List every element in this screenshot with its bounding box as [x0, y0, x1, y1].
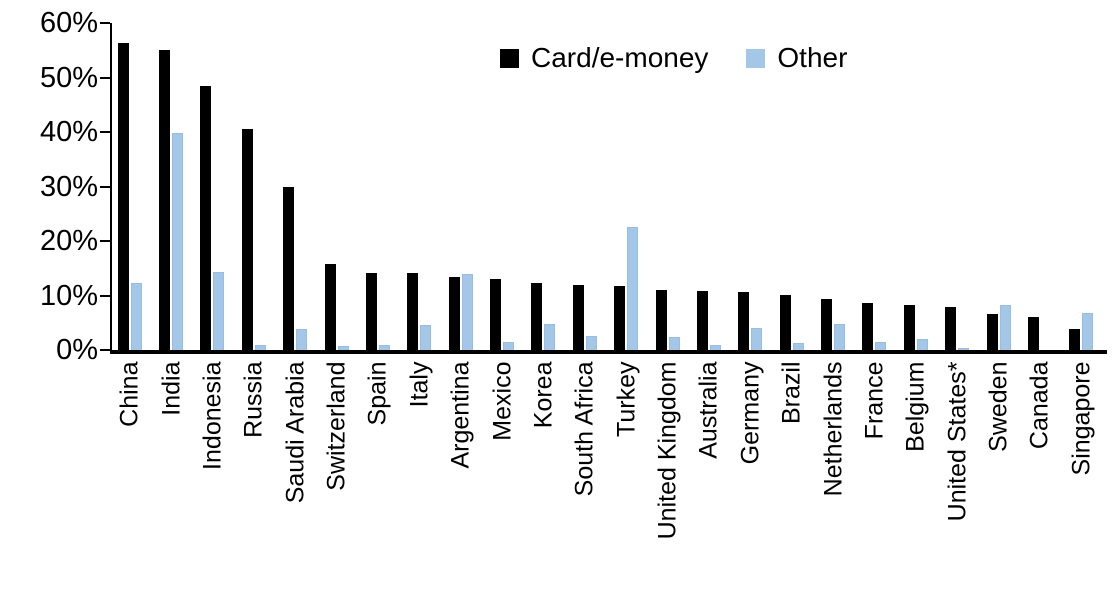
card-bar	[407, 273, 419, 350]
legend-item-card-e-money: Card/e-money	[500, 44, 708, 72]
card-bar	[696, 290, 708, 350]
x-axis-label: Turkey	[612, 361, 641, 437]
y-axis-label: 40%	[39, 116, 98, 148]
other-bar	[999, 305, 1011, 350]
card-bar	[945, 306, 957, 350]
other-bar	[834, 323, 846, 350]
y-axis-label: 30%	[39, 170, 98, 203]
other-bar	[958, 347, 970, 350]
x-axis-label: Belgium	[901, 361, 930, 452]
x-axis-label: Mexico	[488, 361, 517, 441]
x-axis-label: Korea	[529, 361, 558, 429]
other-bar	[503, 342, 515, 350]
card-bar	[531, 282, 543, 350]
other-bar	[378, 344, 390, 350]
card-bar	[241, 128, 253, 350]
card-bar	[490, 279, 502, 350]
card-bar	[365, 272, 377, 350]
x-axis-label: China	[115, 361, 144, 427]
y-axis-label: 20%	[39, 225, 98, 257]
legend-item-other: Other	[746, 44, 847, 72]
y-axis-label: 0%	[56, 334, 98, 366]
other-bar	[544, 323, 556, 350]
card-bar	[1069, 328, 1081, 350]
card-bar	[779, 294, 791, 350]
legend-label-other: Other	[777, 42, 848, 73]
legend: Card/e-money Other	[500, 44, 847, 72]
y-axis-tick	[100, 240, 110, 242]
other-bar	[709, 344, 721, 350]
y-axis-tick	[100, 76, 110, 79]
other-bar	[792, 343, 804, 350]
y-axis-tick	[100, 131, 110, 133]
card-bar	[448, 276, 460, 350]
x-axis-label: Singapore	[1067, 361, 1096, 476]
x-axis-label: Italy	[405, 361, 434, 408]
other-bar	[585, 336, 597, 350]
x-axis-line	[110, 350, 1107, 354]
other-bar	[916, 338, 928, 350]
x-axis-label: Sweden	[984, 361, 1013, 452]
other-bar	[461, 274, 473, 350]
other-bar	[751, 328, 763, 350]
legend-label-card-e-money: Card/e-money	[531, 42, 709, 73]
card-bar	[324, 264, 336, 350]
x-axis-label: Indonesia	[198, 361, 227, 470]
other-bar	[213, 271, 225, 350]
y-axis-tick	[100, 294, 110, 297]
x-axis-label: Argentina	[446, 361, 475, 469]
x-axis-label: Switzerland	[322, 361, 351, 491]
y-axis-tick	[100, 185, 110, 188]
x-axis-label: France	[860, 361, 889, 440]
y-axis-line	[110, 23, 112, 354]
card-e-money-swatch-icon	[500, 48, 519, 68]
y-axis-tick	[100, 349, 110, 351]
x-axis-label: Brazil	[777, 361, 806, 425]
x-axis-label: United States*	[943, 361, 972, 522]
card-bar	[986, 314, 998, 350]
card-bar	[614, 286, 626, 350]
other-bar	[1082, 313, 1094, 350]
y-axis-label: 50%	[39, 61, 98, 94]
other-bar	[668, 337, 680, 350]
x-axis-label: Germany	[736, 361, 765, 465]
card-bar	[117, 42, 129, 350]
x-axis-label: South Africa	[570, 361, 599, 497]
other-bar	[172, 133, 184, 350]
x-axis-label: Netherlands	[819, 361, 848, 497]
card-bar	[283, 187, 295, 350]
card-bar	[1027, 316, 1039, 350]
y-axis-tick	[100, 22, 110, 24]
x-axis-label: Spain	[363, 361, 392, 426]
x-axis-label: Australia	[694, 361, 723, 459]
card-bar	[903, 305, 915, 350]
other-swatch-icon	[746, 48, 766, 68]
y-axis-label: 60%	[39, 7, 98, 39]
other-bar	[254, 344, 266, 350]
other-bar	[296, 328, 308, 350]
card-bar	[655, 289, 667, 350]
card-bar	[159, 49, 171, 350]
x-axis-label: Canada	[1025, 361, 1054, 450]
x-axis-label: Russia	[239, 361, 268, 438]
card-bar	[862, 302, 874, 350]
y-axis-label: 10%	[39, 279, 98, 312]
x-axis-label: Saudi Arabia	[281, 361, 310, 504]
other-bar	[627, 226, 639, 350]
card-bar	[200, 86, 212, 350]
x-axis-label: India	[157, 361, 186, 416]
other-bar	[130, 282, 142, 350]
x-axis-label: United Kingdom	[653, 361, 682, 540]
card-bar	[738, 291, 750, 350]
other-bar	[420, 324, 432, 350]
other-bar	[337, 345, 349, 350]
card-bar	[572, 285, 584, 350]
card-bar	[821, 299, 833, 350]
other-bar	[875, 341, 887, 350]
